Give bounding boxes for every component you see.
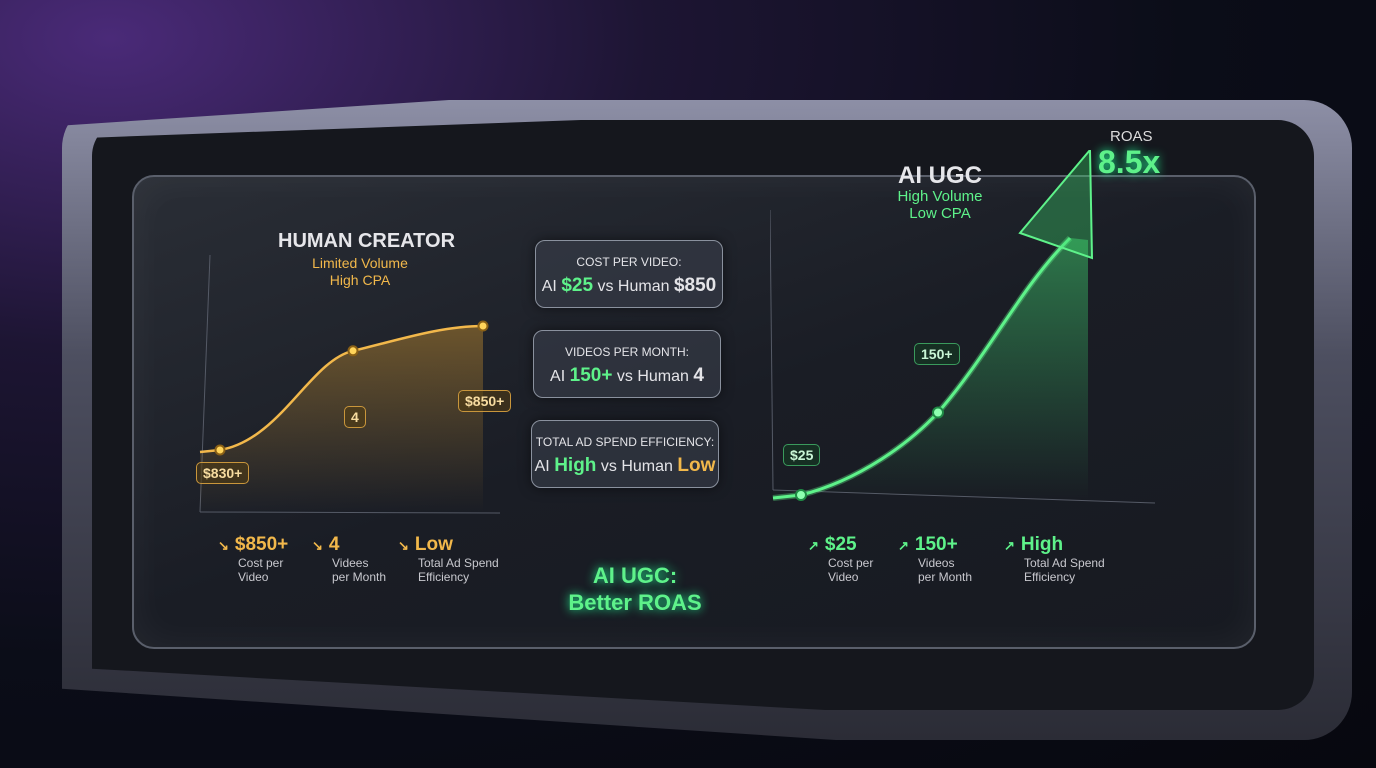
ai-point-label: $25 [783, 444, 821, 466]
center-headline-2: Better ROAS [568, 590, 702, 615]
human-subtitle-1: Limited Volume [312, 255, 408, 271]
ai-subtitle-1: High Volume [897, 188, 983, 205]
arrow-down-icon: ↘ [218, 538, 229, 553]
human-x-axis [199, 511, 501, 514]
human-subtitle-2: High CPA [329, 272, 391, 288]
card-title: TOTAL AD SPEND EFFICIENCY: [535, 435, 715, 449]
stat-label: Cost per [828, 556, 874, 570]
roas-value: 8.5x [1098, 144, 1161, 180]
human-stat: ↘ $850+ Cost per Video [218, 534, 288, 584]
arrow-up-icon: ↗ [898, 538, 909, 553]
card-ai-value: $25 [561, 275, 594, 296]
ai-point [795, 489, 807, 501]
ai-subtitle: High Volume Low CPA [880, 188, 1000, 222]
stat-label: Video [238, 570, 269, 584]
ai-subtitle-2: Low CPA [909, 205, 971, 222]
stat-label: Efficiency [1024, 570, 1076, 584]
card-ai-value: 150+ [569, 365, 613, 386]
stat-label: Efficiency [418, 570, 470, 584]
arrow-down-icon: ↘ [312, 538, 323, 553]
stat-value: $25 [824, 534, 857, 555]
center-headline-1: AI UGC: [592, 563, 678, 588]
comparison-card: VIDEOS PER MONTH: AI 150+ vs Human 4 [533, 330, 721, 398]
stat-label: Total Ad Spend [418, 556, 499, 570]
roas-label: ROAS [1110, 128, 1153, 145]
card-ai-prefix: AI [534, 458, 550, 475]
ai-point-label: 150+ [914, 343, 960, 365]
stat-label: per Month [332, 570, 387, 584]
card-title: COST PER VIDEO: [576, 255, 682, 269]
arrow-up-icon: ↗ [808, 538, 819, 553]
stat-label: Total Ad Spend [1024, 556, 1105, 570]
human-title: HUMAN CREATOR [278, 230, 456, 252]
stat-label: Videos [918, 556, 955, 570]
arrow-up-icon: ↗ [1004, 538, 1015, 553]
card-ai-prefix: AI [541, 278, 557, 295]
ai-area [773, 238, 1088, 500]
human-subtitle: Limited Volume High CPA [300, 255, 420, 289]
human-point-label: $850+ [458, 390, 512, 412]
comparison-card: TOTAL AD SPEND EFFICIENCY: AI High vs Hu… [531, 420, 719, 488]
card-title: VIDEOS PER MONTH: [564, 345, 689, 359]
card-human-value: 4 [693, 365, 704, 386]
card-vs: vs Human [597, 278, 670, 295]
card-human-value: $850 [673, 275, 717, 296]
card-vs: vs Human [600, 458, 673, 475]
card-human-value: Low [677, 455, 716, 476]
ai-title: AI UGC [898, 162, 982, 189]
card-ai-prefix: AI [550, 368, 566, 385]
stat-value: 4 [328, 534, 340, 555]
card-ai-value: High [554, 455, 597, 476]
stat-label: Cost per [238, 556, 284, 570]
ai-point [932, 406, 944, 419]
human-stat: ↘ Low Total Ad Spend Efficiency [398, 534, 499, 584]
ai-y-axis [770, 209, 774, 491]
ai-chart [770, 150, 1156, 504]
stat-label: Video [828, 570, 859, 584]
human-stat: ↘ 4 Videes per Month [312, 534, 386, 584]
ai-stat: ↗ High Total Ad Spend Efficiency [1004, 534, 1105, 584]
stat-value: 150+ [914, 534, 958, 555]
stat-value: $850+ [234, 534, 289, 555]
human-point [214, 444, 226, 456]
human-point [477, 320, 489, 332]
stat-label: per Month [918, 570, 973, 584]
human-point-label: 4 [344, 406, 366, 428]
human-area [200, 326, 483, 512]
stat-value: High [1020, 534, 1064, 555]
human-point-label: $830+ [196, 462, 250, 484]
human-point [347, 345, 359, 357]
ai-stat: ↗ 150+ Videos per Month [898, 534, 972, 584]
human-chart [199, 254, 501, 514]
stat-value: Low [414, 534, 453, 555]
card-vs: vs Human [616, 368, 689, 385]
arrow-up-icon [1018, 150, 1094, 260]
ai-stat: ↗ $25 Cost per Video [808, 534, 873, 584]
comparison-card: COST PER VIDEO: AI $25 vs Human $850 [535, 240, 723, 308]
ai-x-axis [772, 489, 1156, 504]
arrow-down-icon: ↘ [398, 538, 409, 553]
stat-label: Videes [332, 556, 369, 570]
center-headline: AI UGC: Better ROAS [560, 562, 710, 616]
